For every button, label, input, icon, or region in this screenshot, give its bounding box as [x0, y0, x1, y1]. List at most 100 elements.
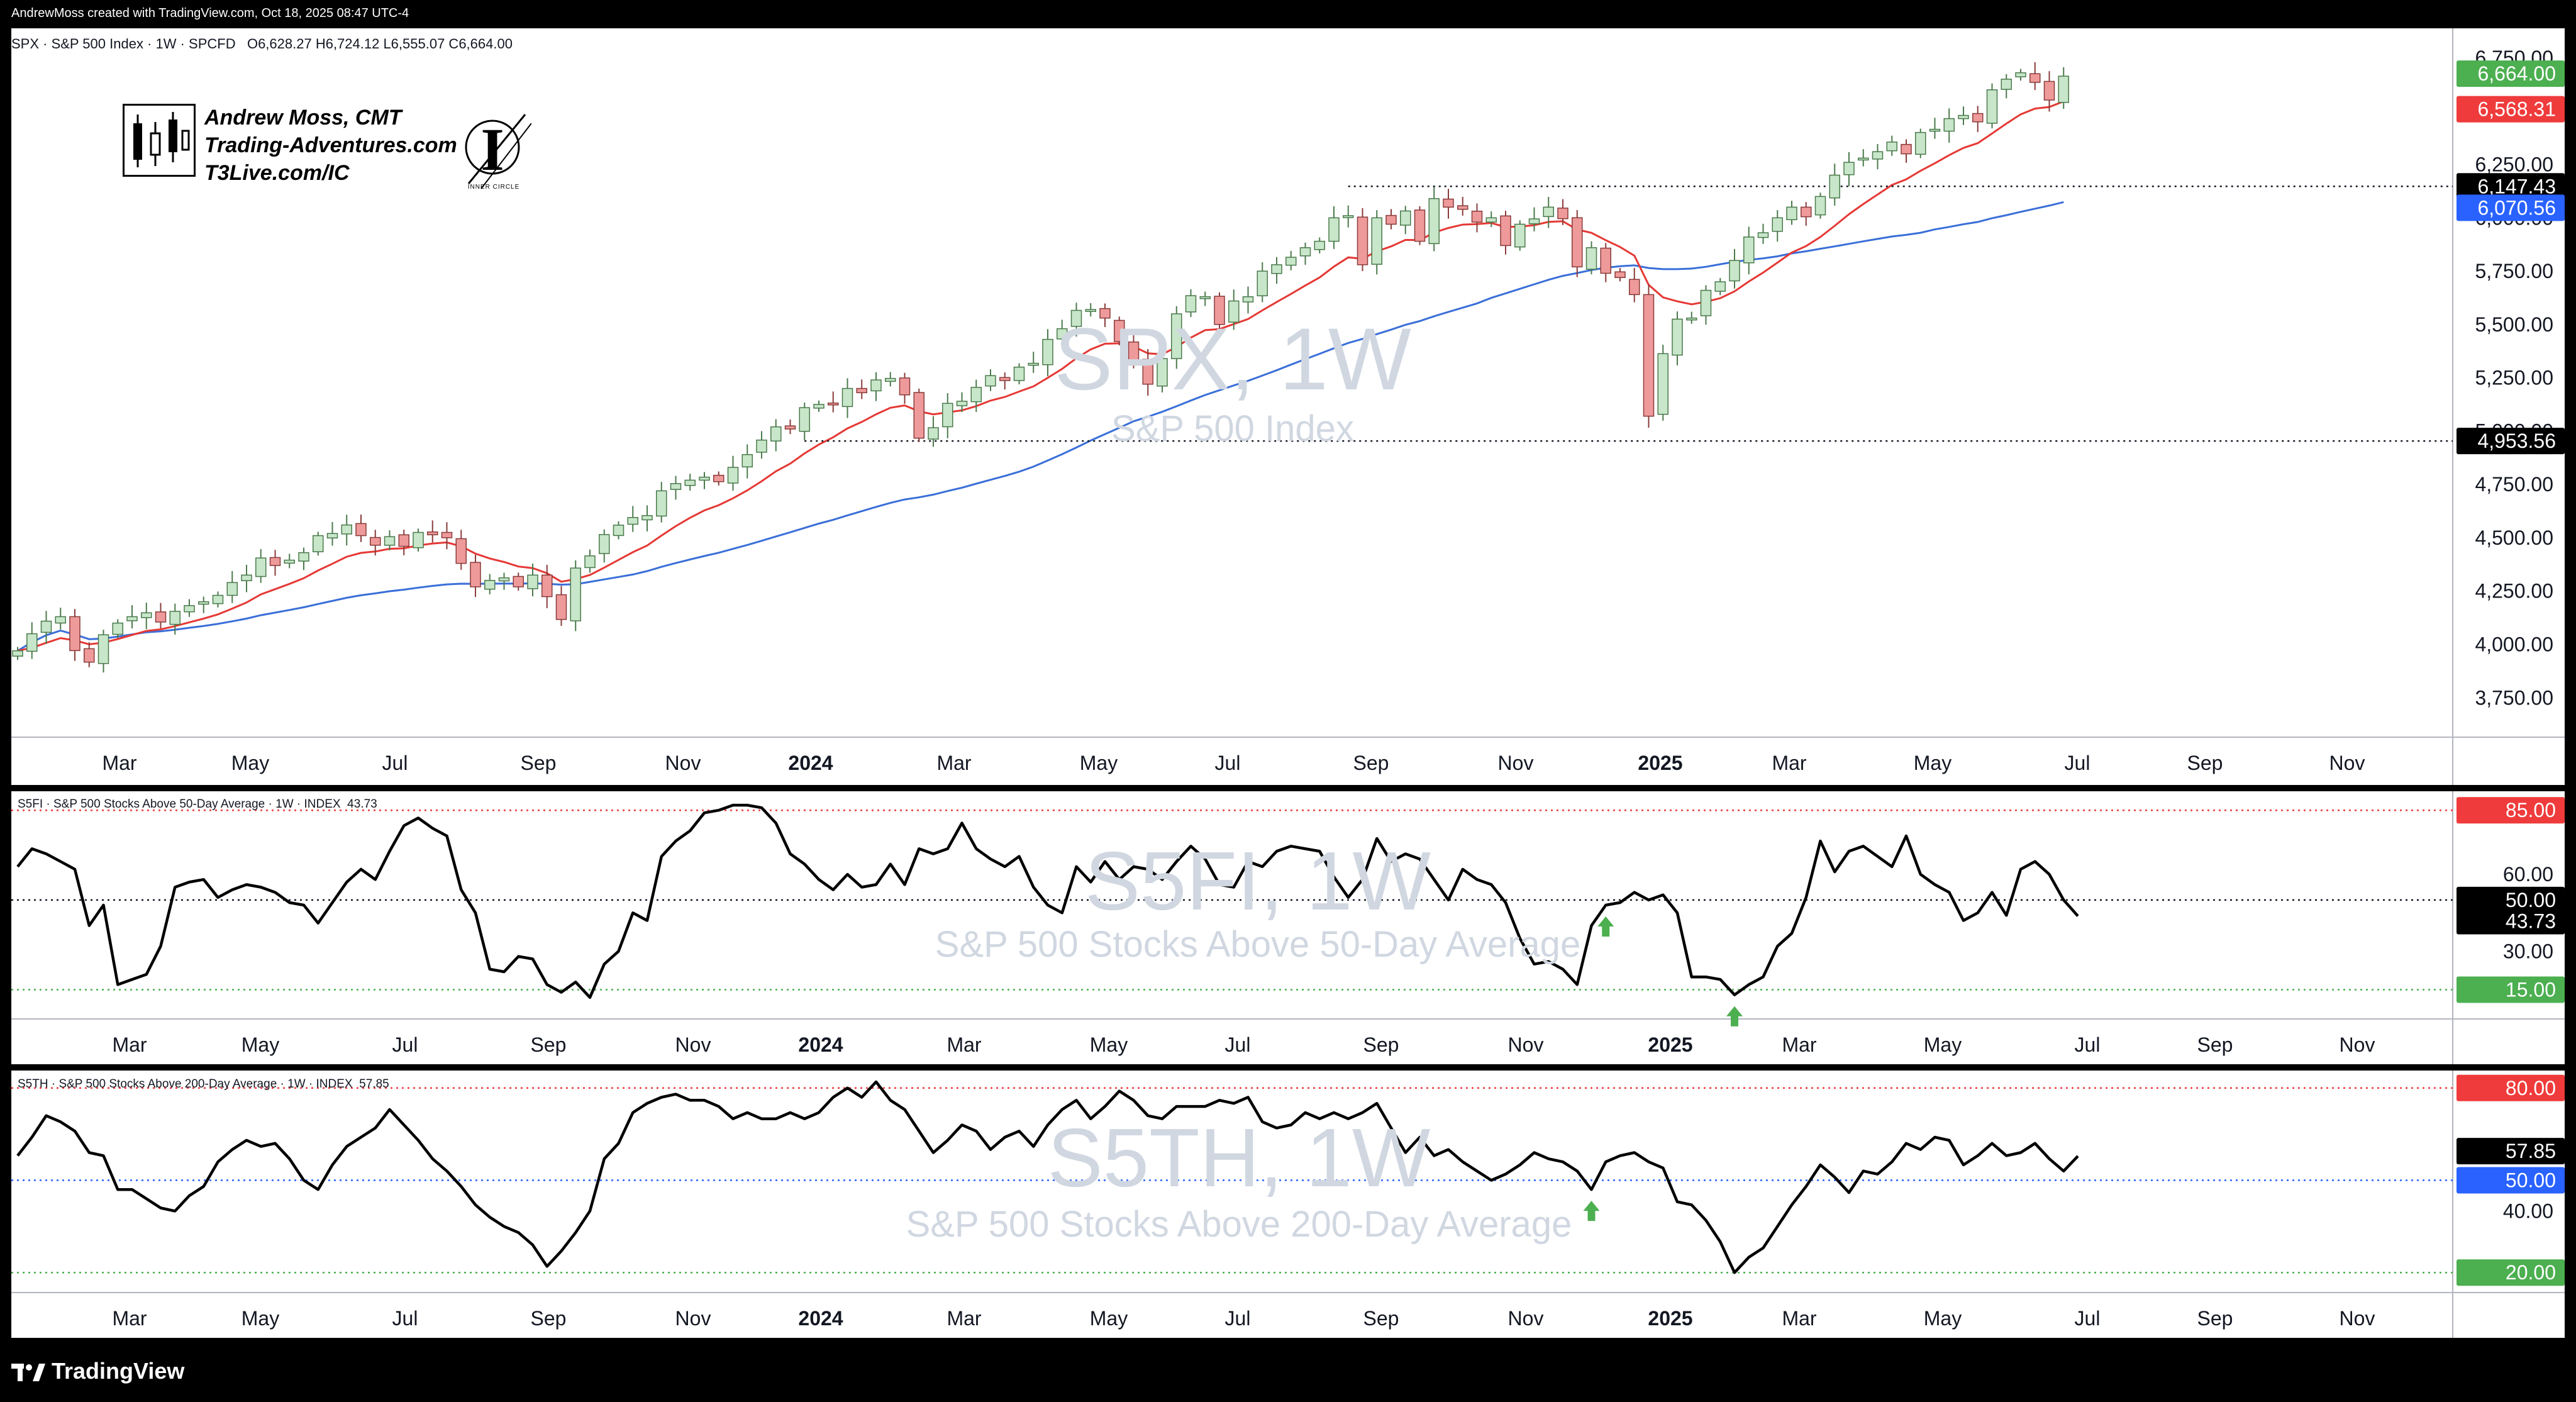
price-watermark-title: SPX, 1W	[1054, 309, 1411, 408]
candle-body	[398, 534, 409, 547]
price-candle	[184, 599, 195, 617]
candle-body	[684, 479, 696, 486]
candle-body	[1600, 247, 1611, 274]
candle-body	[942, 403, 953, 428]
price-candle	[1643, 284, 1655, 428]
x-tick-label: May	[1080, 752, 1118, 774]
candle-body	[899, 377, 911, 396]
x-tick-label: Jul	[392, 1307, 418, 1330]
candle-body	[2001, 79, 2012, 90]
candle-body	[841, 387, 853, 408]
candle-body	[1714, 281, 1726, 292]
price-candle	[1829, 164, 1840, 206]
candle-body	[584, 555, 596, 569]
price-candle	[856, 379, 867, 399]
candle-body	[1585, 247, 1597, 270]
price-candle	[1714, 277, 1726, 296]
price-candle	[498, 572, 510, 590]
candle-body	[1028, 362, 1039, 366]
price-candle	[784, 419, 796, 435]
resistance-level-label: 6,147.43	[2477, 175, 2556, 198]
price-candle	[1729, 248, 1740, 289]
price-candle	[40, 611, 52, 644]
price-candle	[1843, 152, 1855, 187]
candle-body	[1443, 198, 1454, 208]
candle-body	[1271, 264, 1282, 274]
price-candle	[1070, 303, 1082, 337]
price-candle	[97, 630, 109, 673]
candle-body	[2058, 75, 2069, 103]
candle-body	[1128, 341, 1140, 362]
candle-body	[1485, 217, 1497, 223]
price-candle	[1528, 207, 1540, 231]
inner-circle-logo-icon: I INNER CIRCLE	[456, 108, 532, 196]
price-candle	[126, 605, 138, 629]
x-tick-label: May	[1090, 1033, 1128, 1056]
candle-body	[241, 574, 252, 581]
price-candle	[613, 521, 625, 540]
price-candle	[1572, 209, 1583, 277]
price-candle	[341, 515, 352, 546]
price-candle	[1743, 226, 1755, 275]
reference-value-label-bg	[2457, 1259, 2565, 1286]
candle-body	[713, 474, 724, 482]
x-tick-label: May	[1090, 1307, 1128, 1330]
reference-value-label-bg	[2457, 1167, 2565, 1194]
candle-body	[455, 538, 467, 564]
x-tick-label: Jul	[2075, 1033, 2101, 1056]
price-candle	[1343, 205, 1354, 228]
reference-value-label: 15.00	[2506, 979, 2556, 1001]
indicator-last-value-label: 43.73	[2506, 910, 2556, 932]
candle-body	[184, 605, 195, 613]
candle-body	[970, 387, 982, 403]
price-candle	[1142, 348, 1153, 396]
x-tick-label: Mar	[947, 1307, 981, 1330]
price-y-tick-label: 6,250.00	[2475, 153, 2553, 176]
support-level-label-bg	[2457, 428, 2565, 455]
indicator-last-value-label-bg	[2457, 908, 2565, 935]
price-candle	[1371, 210, 1382, 275]
price-candle	[384, 530, 396, 550]
price-candle	[1042, 329, 1053, 377]
candle-body	[541, 574, 553, 598]
buy-signal-arrow-icon	[1597, 916, 1614, 937]
price-pane-header: SPX · S&P 500 Index · 1W · SPCFD O6,628.…	[11, 31, 513, 57]
price-candle	[584, 549, 596, 573]
x-tick-label: Mar	[1782, 1033, 1816, 1056]
candle-body	[1557, 208, 1568, 220]
price-candle	[741, 444, 753, 479]
tradingview-logo[interactable]: TradingView	[11, 1352, 184, 1390]
price-candle	[169, 603, 180, 635]
candle-body	[126, 616, 138, 621]
candle-body	[784, 425, 796, 430]
s5fi-header: S5FI · S&P 500 Stocks Above 50-Day Avera…	[18, 798, 377, 811]
x-tick-label: Nov	[2340, 1033, 2375, 1056]
x-tick-label: 2024	[798, 1033, 843, 1056]
candle-body	[599, 534, 610, 554]
x-tick-label: Mar	[1772, 752, 1806, 774]
price-candle	[1915, 128, 1926, 159]
candle-body	[813, 404, 824, 409]
price-candle	[398, 530, 409, 555]
price-candle	[1242, 286, 1254, 314]
candle-body	[1357, 216, 1368, 265]
price-candle	[970, 379, 982, 412]
candlestick-logo-icon	[123, 104, 196, 177]
buy-signal-arrow-icon	[1583, 1201, 1600, 1221]
candle-body	[1199, 296, 1211, 299]
candle-body	[1457, 205, 1468, 210]
brand-site: Trading-Adventures.com	[204, 133, 457, 157]
price-candle	[1958, 106, 1969, 125]
price-candle	[956, 392, 968, 413]
price-watermark-subtitle: S&P 500 Index	[1111, 408, 1354, 449]
price-candle	[513, 572, 524, 591]
candle-body	[1772, 217, 1783, 232]
candle-body	[1657, 353, 1668, 415]
price-candle	[985, 369, 996, 391]
indicator-y-tick-label: 40.00	[2503, 1199, 2553, 1222]
price-candle	[1814, 192, 1826, 219]
price-candle	[1986, 83, 1998, 129]
candle-body	[1257, 270, 1268, 297]
price-candle	[1657, 345, 1668, 421]
candle-body	[1314, 240, 1325, 250]
